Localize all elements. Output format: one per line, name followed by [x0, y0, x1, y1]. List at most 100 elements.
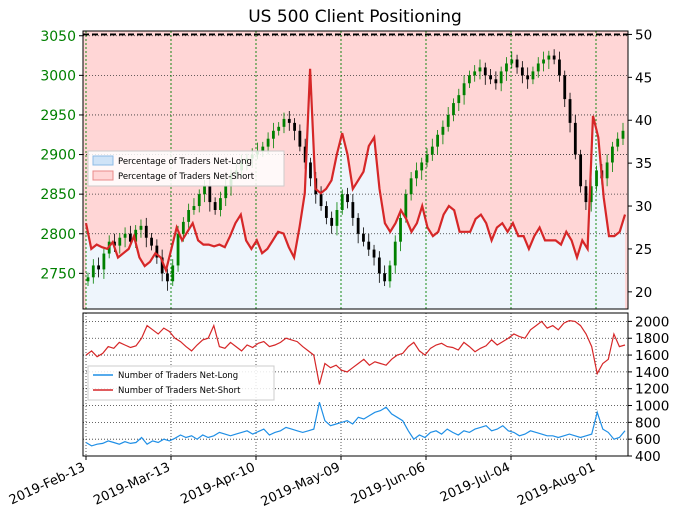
candle-body	[224, 186, 228, 199]
candle-body	[372, 249, 376, 258]
candle-body	[277, 126, 281, 131]
x-tick-label: 2019-May-09	[259, 460, 343, 510]
candle-body	[340, 194, 344, 210]
candle-body	[568, 99, 572, 123]
candle-body	[473, 71, 477, 76]
candle-body	[176, 233, 180, 266]
x-axis: 2019-Feb-13 2019-Mar-13 2019-Apr-10 2019-Ma…	[7, 456, 598, 510]
candle-body	[181, 221, 185, 234]
candle-body	[309, 162, 312, 179]
candle-body	[377, 257, 381, 274]
candle-body	[155, 245, 159, 258]
count-tick-label: 1600	[635, 348, 669, 364]
candle-body	[489, 75, 492, 80]
candle-body	[415, 170, 418, 179]
candle-body	[187, 209, 191, 222]
legend-label-net-long: Percentage of Traders Net-Long	[118, 157, 252, 167]
candle-body	[573, 122, 577, 155]
candle-body	[367, 241, 371, 250]
price-tick-label: 2850	[40, 187, 76, 203]
pct-tick-label: 50	[635, 27, 652, 43]
candle-body	[160, 257, 164, 274]
legend-label-net-short-count: Number of Traders Net-Short	[118, 386, 241, 396]
candle-body	[563, 75, 567, 100]
pct-tick-label: 45	[635, 70, 652, 86]
candle-body	[621, 130, 625, 139]
pct-tick-label: 30	[635, 199, 652, 215]
candle-body	[542, 59, 545, 64]
top-frame	[82, 30, 629, 310]
candle-body	[494, 79, 498, 84]
price-tick-label: 3050	[40, 29, 76, 45]
candle-body	[536, 63, 540, 72]
count-tick-label: 1000	[635, 399, 669, 415]
candle-body	[113, 241, 116, 246]
series-line-number-of-traders-net-short	[85, 319, 626, 385]
price-tick-label: 3000	[40, 68, 76, 84]
candle-body	[192, 206, 196, 210]
price-tick-label: 2800	[40, 227, 76, 243]
net-long-area	[86, 68, 625, 309]
candle-body	[150, 237, 153, 246]
count-tick-label: 800	[635, 415, 661, 431]
candle-body	[467, 75, 471, 84]
candle-body	[97, 265, 100, 270]
candle-body	[271, 130, 275, 139]
candle-body	[298, 130, 302, 147]
candle-body	[393, 241, 397, 266]
candle-body	[282, 118, 286, 127]
candle-body	[346, 194, 349, 203]
candle-body	[499, 71, 503, 84]
candle-body	[144, 225, 148, 238]
candle-body	[430, 146, 434, 155]
candle-body	[510, 59, 514, 64]
candle-body	[526, 75, 530, 80]
candle-body	[399, 217, 402, 242]
candle-body	[118, 237, 122, 246]
candle-body	[595, 170, 598, 187]
candle-body	[552, 55, 556, 60]
candle-body	[531, 71, 535, 80]
price-tick-label: 2750	[40, 266, 76, 282]
candle-body	[462, 83, 466, 96]
series-line-number-of-traders-net-long	[85, 402, 626, 447]
candle-body	[579, 154, 583, 187]
candle-body	[388, 265, 392, 282]
candle-body	[505, 63, 508, 72]
candle-body	[261, 146, 265, 151]
candle-body	[203, 186, 206, 195]
candle-body	[446, 114, 450, 127]
chart-title: US 500 Client Positioning	[248, 7, 462, 27]
candle-body	[362, 233, 365, 242]
top-legend: Percentage of Traders Net-Long Percentag…	[87, 150, 285, 187]
candle-body	[139, 225, 143, 230]
candle-body	[293, 122, 296, 131]
candle-body	[351, 202, 355, 218]
legend-swatch-net-long	[92, 155, 114, 166]
candle-body	[520, 67, 524, 76]
candle-body	[123, 233, 127, 238]
candle-body	[134, 229, 138, 242]
x-tick-label: 2019-Feb-13	[7, 460, 88, 508]
candle-body	[287, 118, 291, 123]
candle-body	[425, 154, 429, 163]
candle-body	[436, 134, 440, 147]
candle-body	[197, 194, 201, 207]
count-tick-label: 1800	[635, 331, 669, 347]
bottom-frame	[82, 312, 629, 457]
candle-body	[584, 186, 588, 203]
candle-body	[128, 233, 132, 242]
legend-label-net-short: Percentage of Traders Net-Short	[118, 172, 255, 182]
pct-tick-label: 25	[635, 242, 652, 258]
candle-body	[383, 273, 387, 282]
pct-tick-label: 20	[635, 285, 652, 301]
candle-body	[457, 95, 461, 104]
net-long-pct-line	[84, 68, 627, 274]
candle-body	[86, 277, 90, 282]
count-tick-label: 400	[635, 449, 661, 465]
candle-body	[404, 194, 408, 218]
candle-body	[441, 126, 445, 135]
candle-body	[330, 217, 334, 226]
x-tick-label: 2019-Apr-10	[178, 460, 257, 508]
